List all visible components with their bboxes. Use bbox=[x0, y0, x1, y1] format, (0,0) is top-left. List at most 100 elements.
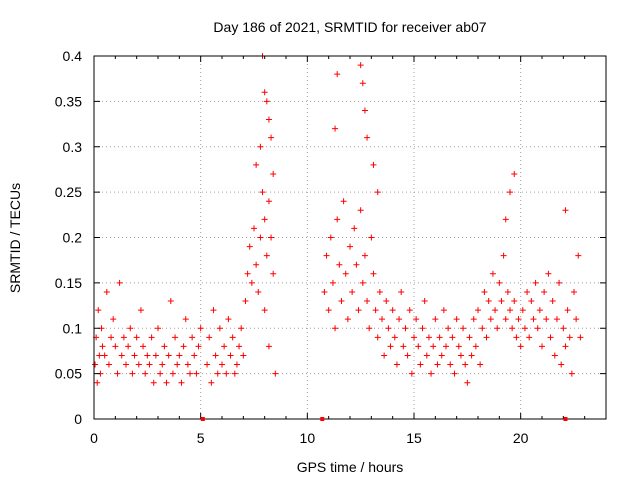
data-point bbox=[507, 189, 513, 196]
data-point bbox=[447, 361, 454, 368]
data-point bbox=[191, 352, 198, 359]
data-point bbox=[423, 352, 430, 359]
data-point bbox=[150, 379, 157, 386]
data-point bbox=[445, 325, 452, 332]
data-point bbox=[212, 352, 219, 359]
data-point bbox=[564, 307, 571, 314]
data-point bbox=[449, 334, 456, 341]
data-point bbox=[357, 207, 364, 214]
data-point bbox=[240, 352, 247, 359]
data-point bbox=[272, 370, 279, 377]
data-point bbox=[332, 125, 339, 132]
data-point bbox=[430, 343, 437, 350]
data-point bbox=[261, 307, 268, 314]
data-point bbox=[481, 288, 488, 295]
data-point bbox=[167, 298, 174, 305]
data-point bbox=[242, 298, 249, 305]
y-tick-label: 0.2 bbox=[63, 230, 83, 246]
data-point bbox=[502, 316, 509, 323]
data-point bbox=[206, 334, 213, 341]
data-point bbox=[376, 288, 383, 295]
data-point bbox=[400, 343, 407, 350]
data-point bbox=[528, 298, 535, 305]
data-points bbox=[92, 53, 584, 386]
data-point bbox=[118, 352, 125, 359]
data-point bbox=[182, 316, 189, 323]
data-point bbox=[165, 352, 172, 359]
data-point bbox=[462, 361, 469, 368]
data-point bbox=[530, 316, 537, 323]
data-point bbox=[244, 270, 251, 277]
data-point bbox=[133, 334, 140, 341]
data-point bbox=[137, 307, 144, 314]
data-point bbox=[334, 71, 341, 78]
data-point bbox=[364, 298, 371, 305]
data-point bbox=[174, 361, 181, 368]
x-tick-label: 10 bbox=[300, 430, 316, 446]
data-point bbox=[372, 307, 379, 314]
data-point bbox=[155, 325, 161, 332]
y-tick-label: 0.15 bbox=[55, 275, 82, 291]
data-point bbox=[99, 343, 106, 350]
data-point bbox=[178, 379, 185, 386]
data-point bbox=[560, 325, 567, 332]
data-point bbox=[189, 334, 196, 341]
data-point bbox=[261, 216, 268, 223]
data-point bbox=[92, 361, 99, 368]
data-point bbox=[268, 234, 275, 241]
data-point bbox=[389, 307, 396, 314]
data-point bbox=[485, 298, 492, 305]
data-point bbox=[460, 325, 467, 332]
data-point bbox=[225, 316, 232, 323]
x-tick-label: 5 bbox=[197, 430, 205, 446]
data-point bbox=[451, 370, 458, 377]
data-point bbox=[517, 343, 524, 350]
data-point bbox=[103, 288, 110, 295]
data-point bbox=[492, 307, 499, 314]
data-point bbox=[361, 107, 368, 114]
data-point bbox=[466, 334, 473, 341]
data-point bbox=[577, 334, 584, 341]
data-point bbox=[541, 288, 548, 295]
y-tick-labels: 0 0.05 0.1 0.15 0.2 0.25 0.3 0.35 0.4 bbox=[55, 48, 82, 427]
data-point bbox=[370, 270, 377, 277]
x-tick-labels: 0 5 10 15 20 bbox=[90, 430, 529, 446]
data-point bbox=[383, 298, 390, 305]
data-point bbox=[421, 298, 428, 305]
y-tick-label: 0 bbox=[74, 411, 82, 427]
data-point bbox=[187, 370, 193, 377]
data-point bbox=[336, 261, 343, 268]
data-point bbox=[571, 288, 577, 295]
baseline-marker bbox=[200, 417, 205, 421]
data-point bbox=[468, 352, 475, 359]
data-point bbox=[368, 234, 375, 241]
data-point bbox=[539, 343, 545, 350]
data-point bbox=[364, 134, 371, 141]
data-point bbox=[393, 361, 400, 368]
data-point bbox=[210, 307, 217, 314]
data-point bbox=[370, 161, 377, 168]
data-point bbox=[270, 170, 277, 177]
data-point bbox=[216, 325, 223, 332]
data-point bbox=[223, 370, 230, 377]
data-point bbox=[402, 325, 409, 332]
data-point bbox=[455, 343, 462, 350]
data-point bbox=[361, 252, 368, 259]
data-point bbox=[125, 343, 132, 350]
data-point bbox=[387, 343, 394, 350]
data-point bbox=[511, 170, 518, 177]
data-point bbox=[94, 379, 101, 386]
data-point bbox=[374, 189, 381, 196]
data-point bbox=[549, 298, 556, 305]
data-point bbox=[521, 325, 528, 332]
data-point bbox=[95, 307, 102, 314]
data-point bbox=[142, 370, 149, 377]
data-point bbox=[135, 361, 142, 368]
data-point bbox=[231, 370, 238, 377]
data-point bbox=[246, 243, 253, 250]
data-point bbox=[214, 370, 221, 377]
data-point bbox=[332, 325, 339, 332]
data-point bbox=[193, 370, 200, 377]
data-point bbox=[391, 334, 398, 341]
data-point bbox=[553, 316, 560, 323]
